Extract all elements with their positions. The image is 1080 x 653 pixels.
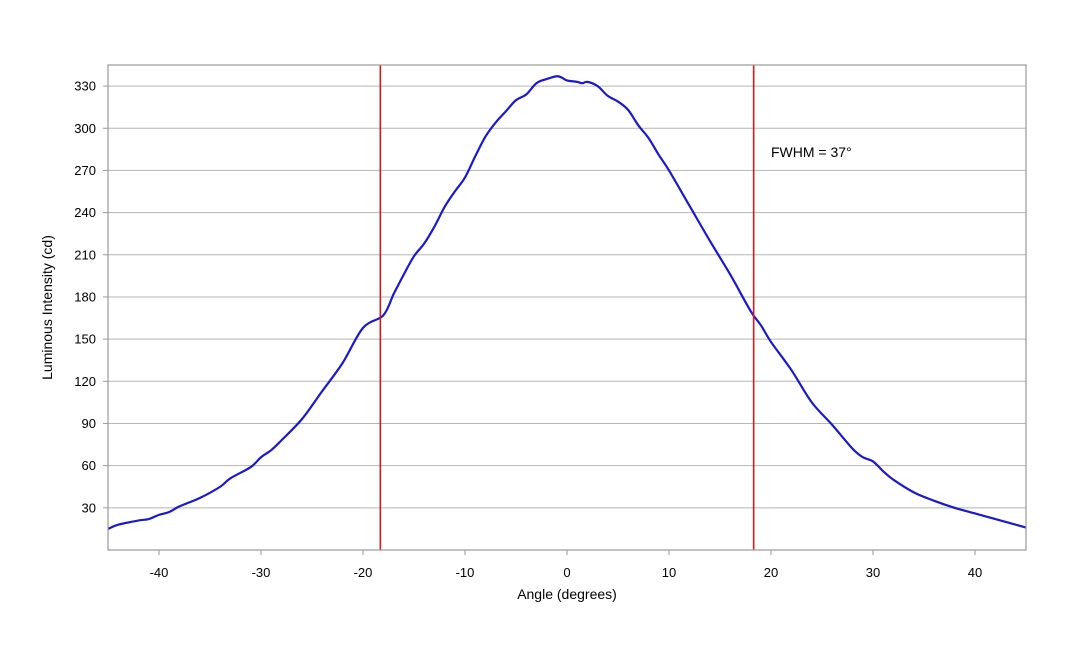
y-tick-label: 90 — [82, 416, 96, 431]
y-tick-label: 30 — [82, 500, 96, 515]
x-axis-ticks: -40 -30 -20 -10 0 10 20 30 40 — [150, 550, 982, 580]
series-layer — [107, 75, 1027, 530]
x-tick-label: 10 — [662, 565, 676, 580]
x-tick-label: -10 — [456, 565, 475, 580]
x-tick-label: 20 — [764, 565, 778, 580]
y-tick-label: 120 — [74, 374, 96, 389]
y-tick-label: 270 — [74, 163, 96, 178]
y-tick-label: 150 — [74, 332, 96, 347]
y-axis-title: Luminous Intensity (cd) — [39, 235, 55, 380]
y-axis-ticks: 30 60 90 120 150 180 210 240 270 300 330 — [74, 79, 108, 515]
x-tick-label: -30 — [252, 565, 271, 580]
x-tick-label: 0 — [563, 565, 570, 580]
fwhm-annotation: FWHM = 37° — [771, 144, 852, 160]
y-tick-label: 180 — [74, 289, 96, 304]
y-tick-label: 60 — [82, 458, 96, 473]
y-tick-label: 210 — [74, 247, 96, 262]
y-tick-label: 240 — [74, 205, 96, 220]
x-axis-title: Angle (degrees) — [517, 586, 617, 602]
plot-frame — [107, 64, 1027, 551]
fwhm-markers — [379, 65, 755, 550]
x-tick-label: -40 — [150, 565, 169, 580]
y-tick-label: 330 — [74, 79, 96, 94]
x-tick-label: 30 — [866, 565, 880, 580]
x-tick-label: -20 — [354, 565, 373, 580]
x-tick-label: 40 — [968, 565, 982, 580]
intensity-series-line — [107, 75, 1027, 530]
grid-lines — [108, 85, 1026, 509]
y-tick-label: 300 — [74, 121, 96, 136]
